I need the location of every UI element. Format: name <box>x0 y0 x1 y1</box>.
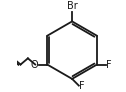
Text: F: F <box>106 60 112 70</box>
Text: O: O <box>30 60 38 70</box>
Text: Br: Br <box>67 1 77 11</box>
Text: F: F <box>79 81 85 91</box>
